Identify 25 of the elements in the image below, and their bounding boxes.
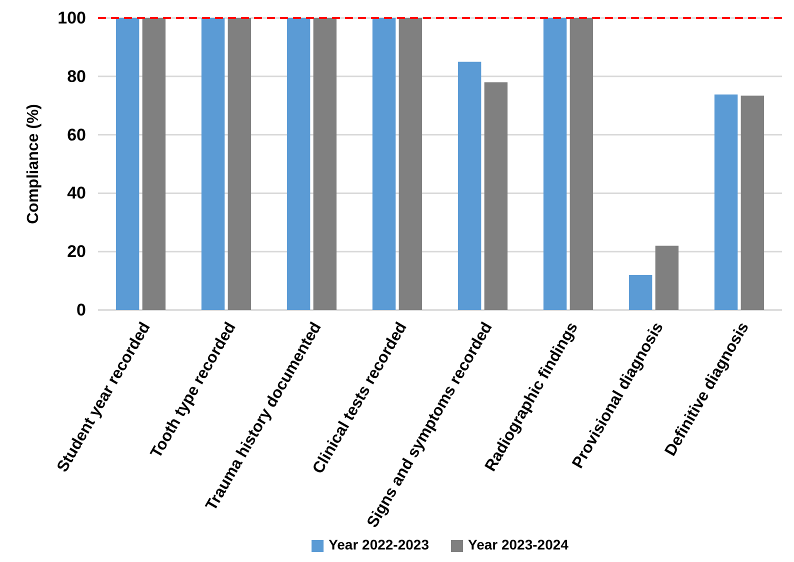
y-tick-label: 40 <box>67 184 86 203</box>
legend-label: Year 2023-2024 <box>468 536 569 553</box>
bar <box>313 18 337 310</box>
bar <box>228 18 252 310</box>
bar <box>543 18 567 310</box>
bar <box>484 82 508 310</box>
bar <box>655 246 679 310</box>
bar <box>628 274 652 310</box>
y-axis-title: Compliance (%) <box>25 104 42 224</box>
y-tick-label: 60 <box>67 125 86 144</box>
bar <box>286 18 310 310</box>
bar <box>458 62 482 310</box>
y-tick-label: 0 <box>76 300 86 320</box>
y-tick-label: 80 <box>67 66 86 86</box>
bar <box>398 18 422 310</box>
bar <box>116 18 140 310</box>
bar <box>740 96 764 310</box>
y-tick-label: 100 <box>58 8 86 28</box>
legend-label: Year 2022-2023 <box>328 536 430 553</box>
bar <box>570 18 594 310</box>
bar <box>142 18 166 310</box>
bar <box>372 18 396 310</box>
bar <box>714 94 738 310</box>
bar <box>201 18 225 310</box>
y-tick-label: 20 <box>67 242 86 262</box>
